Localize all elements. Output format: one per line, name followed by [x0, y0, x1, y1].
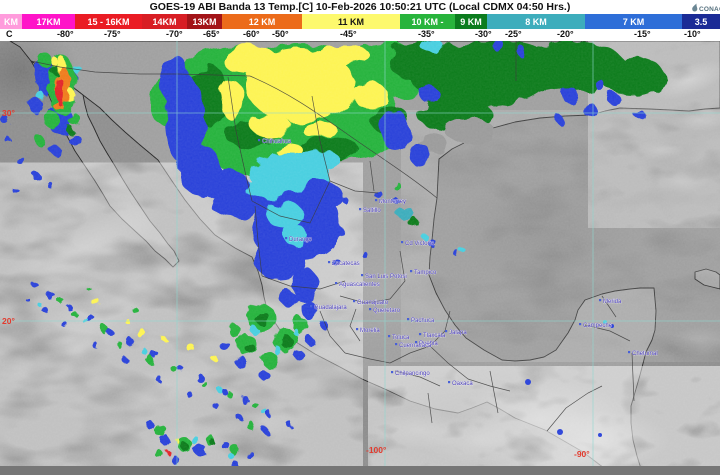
svg-text:Tlaxcala: Tlaxcala [423, 333, 446, 339]
grid-label-lon-90: -90° [574, 449, 590, 459]
image-bottom-edge [0, 466, 720, 475]
state-borders [30, 41, 635, 432]
city-marker: Campeche [579, 323, 613, 329]
city-marker: Zacatecas [328, 261, 360, 267]
scale-segment-14km: 14KM [142, 14, 187, 29]
svg-text:Cuernavaca: Cuernavaca [399, 343, 432, 349]
temp-label: -20° [557, 29, 574, 39]
city-marker: Guanajuato [353, 300, 389, 306]
svg-text:Zacatecas: Zacatecas [332, 261, 360, 267]
temperature-scale: C -80° -75° -70° -65° -60° -50° -45° -35… [0, 29, 720, 41]
city-marker: Chetumal [628, 351, 658, 357]
temp-label: -30° [475, 29, 492, 39]
temp-label: -50° [272, 29, 289, 39]
scale-segment-3-5km: 3.5 [682, 14, 720, 29]
svg-text:Jalapa: Jalapa [449, 330, 467, 336]
city-marker: Monterrey [375, 199, 406, 205]
altitude-scale: KM 17KM 15 - 16KM 14KM 13KM 12 KM 11 KM … [0, 14, 720, 29]
city-marker: Guadalajara [310, 305, 348, 311]
scale-segment-7km: 7 KM [585, 14, 682, 29]
title-bar: GOES-19 ABI Banda 13 Temp.[C] 10-Feb-202… [0, 0, 720, 14]
satellite-title: GOES-19 ABI Banda 13 Temp.[C] 10-Feb-202… [149, 1, 571, 13]
grid-label-lon-100: -100° [366, 445, 387, 455]
scale-segment-km: KM [0, 14, 22, 29]
svg-text:Guanajuato: Guanajuato [357, 300, 389, 306]
city-marker: Oaxaca [448, 381, 474, 387]
city-marker: San Luis Potosi [361, 274, 407, 280]
temp-label: -35° [418, 29, 435, 39]
scale-segment-13km: 13KM [187, 14, 222, 29]
svg-text:Cd Victoria: Cd Victoria [405, 241, 435, 247]
city-marker: Aguascalientes [335, 282, 380, 288]
city-marker: Toluca [388, 335, 410, 341]
city-marker: Jalapa [445, 330, 468, 336]
city-marker: Chihuahua [258, 139, 292, 145]
city-marker: Cuernavaca [395, 343, 432, 349]
conagua-logo-text: CONAGUA [699, 6, 720, 13]
city-marker: Saltillo [359, 208, 382, 214]
conagua-logo: CONAGUA [691, 3, 720, 14]
svg-text:Saltillo: Saltillo [363, 208, 381, 214]
scale-segment-9km: 9 KM [455, 14, 487, 29]
city-marker: Puebla [415, 341, 439, 347]
svg-text:Morelia: Morelia [360, 328, 380, 334]
svg-text:Chetumal: Chetumal [632, 351, 658, 357]
city-marker: Chilpancingo [391, 371, 431, 377]
city-marker: Cd Victoria [401, 241, 435, 247]
water-drop-icon [691, 3, 699, 13]
svg-text:Puebla: Puebla [419, 341, 438, 347]
svg-text:Toluca: Toluca [392, 335, 410, 341]
scale-segment-17km: 17KM [22, 14, 75, 29]
svg-text:Aguascalientes: Aguascalientes [339, 282, 380, 288]
svg-text:Guadalajara: Guadalajara [314, 305, 347, 311]
svg-text:Chilpancingo: Chilpancingo [395, 371, 430, 377]
satellite-map: 30° 20° -100° -90° Chihuahua Monterrey S… [0, 21, 720, 475]
svg-text:Tampico: Tampico [414, 270, 437, 276]
temp-label: -15° [634, 29, 651, 39]
temp-label: -75° [104, 29, 121, 39]
grid-label-lat-30: 30° [2, 108, 15, 118]
scale-segment-12km: 12 KM [222, 14, 302, 29]
temp-label: -25° [505, 29, 522, 39]
svg-text:Merida: Merida [603, 299, 622, 305]
city-marker: Durango [285, 237, 313, 243]
temp-label: -60° [243, 29, 260, 39]
city-marker: Merida [599, 299, 622, 305]
temp-label: -70° [166, 29, 183, 39]
city-marker: Tlaxcala [419, 333, 446, 339]
city-labels: Chihuahua Monterrey Saltillo Durango Cd … [258, 139, 658, 387]
city-marker: Queretaro [369, 308, 401, 314]
city-marker: Morelia [356, 328, 381, 334]
svg-text:Chihuahua: Chihuahua [262, 139, 292, 145]
city-marker: Tampico [410, 270, 437, 276]
grid-lines [0, 41, 720, 475]
svg-text:Durango: Durango [289, 237, 313, 243]
temp-unit-label: C [6, 29, 13, 39]
temp-label: -80° [57, 29, 74, 39]
noise-overlay [0, 41, 720, 475]
scale-segment-15-16km: 15 - 16KM [75, 14, 142, 29]
temp-label: -45° [340, 29, 357, 39]
city-marker: Pachuca [407, 318, 435, 324]
svg-text:San Luis Potosi: San Luis Potosi [365, 274, 407, 280]
svg-text:Pachuca: Pachuca [411, 318, 435, 324]
scale-segment-10km: 10 KM - [400, 14, 455, 29]
map-canvas: 30° 20° -100° -90° Chihuahua Monterrey S… [0, 21, 720, 475]
grid-labels: 30° 20° -100° -90° [2, 108, 590, 459]
svg-text:Campeche: Campeche [583, 323, 613, 329]
scale-segment-11km: 11 KM [302, 14, 400, 29]
temp-label: -10° [684, 29, 701, 39]
svg-text:Monterrey: Monterrey [379, 199, 406, 205]
svg-text:Queretaro: Queretaro [373, 308, 401, 314]
scale-segment-8km: 8 KM [487, 14, 585, 29]
temp-label: -65° [203, 29, 220, 39]
svg-text:Oaxaca: Oaxaca [452, 381, 473, 387]
grid-label-lat-20: 20° [2, 316, 15, 326]
